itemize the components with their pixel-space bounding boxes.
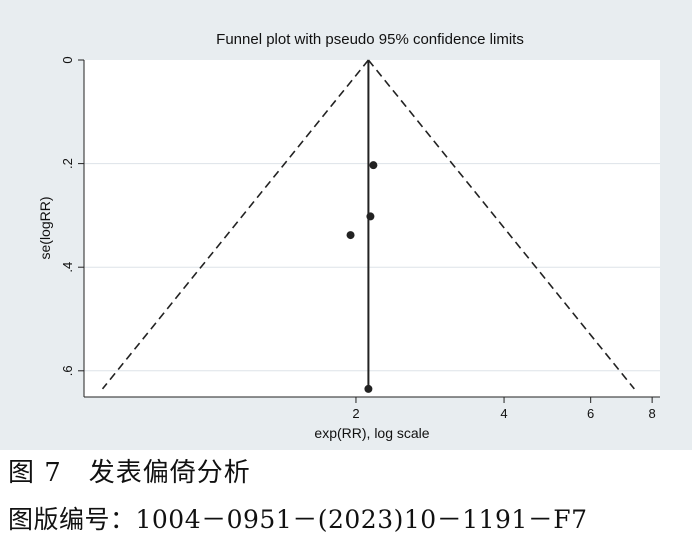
x-tick-label: 4 [500, 406, 507, 421]
y-tick-label: .4 [60, 262, 75, 273]
plot-area [84, 60, 660, 397]
x-axis-label: exp(RR), log scale [314, 425, 429, 441]
chart-marks [101, 59, 635, 393]
lower-confidence-limit-line [101, 59, 370, 390]
y-axis-label: se(logRR) [37, 196, 53, 259]
study-point [366, 212, 375, 221]
y-tick-label: .6 [60, 365, 75, 376]
figure-caption: 图 7 发表偏倚分析 [8, 458, 251, 488]
y-tick-label: 0 [60, 56, 75, 63]
y-tick-label: .2 [60, 158, 75, 169]
axis-ticks: 0 .2 .4 .6 2 4 6 8 [60, 56, 656, 421]
funnel-plot: Funnel plot with pseudo 95% confidence l… [37, 31, 660, 441]
study-point [346, 231, 355, 240]
x-tick-label: 2 [352, 406, 359, 421]
x-tick-label: 6 [587, 406, 594, 421]
chart-title: Funnel plot with pseudo 95% confidence l… [216, 31, 524, 48]
figure-id: 图版编号：1004－0951－(2023)10－1191－F7 [8, 505, 588, 534]
study-point [364, 384, 373, 393]
upper-confidence-limit-line [367, 59, 635, 390]
x-tick-label: 8 [649, 406, 656, 421]
study-point [369, 161, 378, 170]
